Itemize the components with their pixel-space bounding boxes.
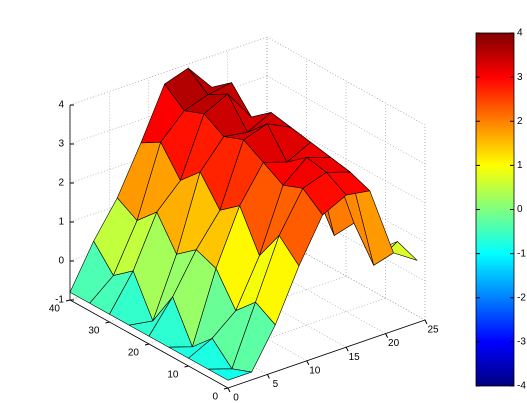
y-tick	[144, 343, 150, 346]
z-tick-label: 2	[58, 178, 64, 189]
y-tick	[65, 299, 71, 302]
colorbar-tick-label: 2	[517, 116, 523, 127]
x-tick-label: 0	[233, 393, 239, 403]
x-tick	[227, 387, 231, 393]
x-tick-label: 5	[273, 379, 279, 390]
y-tick-label: 40	[49, 304, 61, 315]
z-tick-label: -1	[55, 295, 64, 306]
x-tick-label: 20	[388, 338, 400, 349]
colorbar-tick-label: -4	[517, 381, 526, 392]
x-tick-label: 25	[427, 325, 439, 336]
surface-patch	[207, 368, 252, 381]
colorbar-tick-label: 0	[517, 204, 523, 215]
x-tick	[306, 360, 310, 366]
grid-line	[266, 36, 426, 126]
z-tick-label: 0	[58, 256, 64, 267]
y-tick-label: 10	[167, 370, 179, 381]
y-axis	[69, 299, 229, 389]
colorbar-tick-label: -1	[517, 248, 526, 259]
z-tick-label: 3	[58, 139, 64, 150]
y-tick	[223, 387, 229, 390]
x-tick-label: 15	[349, 352, 361, 363]
colorbar-tick-label: 3	[517, 72, 523, 83]
x-tick-label: 10	[309, 365, 321, 376]
colorbar-tick-label: -2	[517, 292, 526, 303]
z-tick-label: 4	[58, 100, 64, 111]
y-tick	[105, 321, 110, 324]
x-tick	[424, 319, 428, 325]
colorbar	[475, 32, 515, 387]
x-tick	[345, 346, 349, 352]
x-tick	[266, 374, 270, 379]
z-tick-label: 1	[58, 217, 64, 228]
x-tick	[385, 333, 389, 338]
colorbar-tick-label: -3	[517, 337, 526, 348]
y-tick-label: 20	[128, 348, 140, 359]
y-tick-label: 0	[212, 392, 218, 403]
y-tick-label: 30	[88, 326, 100, 337]
colorbar-tick-label: 1	[517, 160, 523, 171]
y-tick	[184, 365, 189, 368]
grid-line	[266, 75, 426, 165]
x-axis	[227, 319, 426, 389]
colorbar-tick-label: 4	[517, 28, 523, 39]
